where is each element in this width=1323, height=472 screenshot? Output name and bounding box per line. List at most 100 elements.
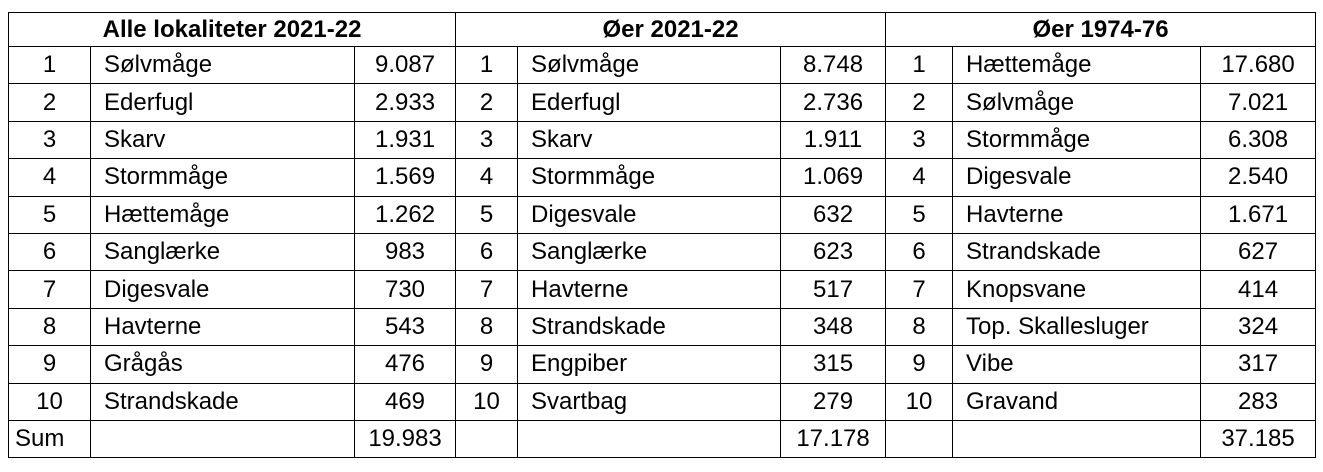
rank-cell: 4 (455, 158, 519, 197)
table-row: 8 Havterne 543 8 Strandskade 348 8 Top. Skalles… (8, 307, 1317, 347)
rank-cell: 3 (885, 120, 954, 160)
species-cell: Skarv (517, 120, 782, 160)
species-cell: Stormmåge (90, 158, 355, 197)
species-cell: Digesvale (517, 195, 782, 234)
count-cell: 2.736 (780, 83, 887, 122)
rank-cell: 7 (455, 270, 519, 309)
empty-cell (952, 419, 1202, 459)
header-row: Alle lokaliteter 2021-22 Øer 2021-22 Øer… (7, 12, 1317, 47)
species-cell: Sanglærke (90, 232, 355, 272)
species-cell: Engpiber (517, 345, 782, 384)
rank-cell: 2 (8, 83, 91, 122)
rank-cell: 6 (8, 232, 91, 272)
count-cell: 8.748 (780, 45, 887, 85)
rank-cell: 1 (885, 45, 954, 85)
species-cell: Skarv (90, 120, 355, 160)
species-cell: Grågås (90, 345, 355, 384)
empty-cell (517, 419, 782, 459)
rank-cell: 5 (8, 195, 91, 234)
count-cell: 9.087 (353, 45, 457, 85)
count-cell: 283 (1200, 382, 1317, 421)
rank-cell: 9 (455, 345, 519, 384)
count-cell: 517 (780, 270, 887, 309)
species-cell: Vibe (952, 345, 1202, 384)
count-cell: 317 (1200, 345, 1317, 384)
rank-cell: 7 (885, 270, 954, 309)
count-cell: 1.671 (1200, 195, 1317, 234)
species-cell: Havterne (517, 270, 782, 309)
species-cell: Ederfugl (90, 83, 355, 122)
rank-cell: 10 (8, 382, 91, 421)
table-row: 7 Digesvale 730 7 Havterne 517 7 Knopsvane 414 (8, 270, 1317, 309)
count-cell: 1.911 (780, 120, 887, 160)
table-row: 2 Ederfugl 2.933 2 Ederfugl 2.736 2 Sølvmåge 7.0… (8, 83, 1317, 122)
count-cell: 623 (780, 232, 887, 272)
count-cell: 476 (353, 345, 457, 384)
species-cell: Stormmåge (517, 158, 782, 197)
sum-value: 37.185 (1200, 419, 1317, 459)
empty-cell (90, 419, 355, 459)
rank-cell: 3 (455, 120, 519, 160)
table-row: 9 Grågås 476 9 Engpiber 315 9 Vibe 317 (8, 345, 1317, 384)
sum-value: 19.983 (353, 419, 457, 459)
sum-value: 17.178 (780, 419, 887, 459)
section-title-all-localities: Alle lokaliteter 2021-22 (7, 12, 457, 47)
table-container: Alle lokaliteter 2021-22 Øer 2021-22 Øer… (7, 12, 1317, 459)
rank-cell: 8 (885, 307, 954, 347)
table-row: 5 Hættemåge 1.262 5 Digesvale 632 5 Havterne 1.6… (8, 195, 1317, 234)
species-cell: Sølvmåge (90, 45, 355, 85)
count-cell: 730 (353, 270, 457, 309)
count-cell: 1.069 (780, 158, 887, 197)
table-row: 10 Strandskade 469 10 Svartbag 279 10 Gravand 28… (8, 382, 1317, 421)
count-cell: 983 (353, 232, 457, 272)
count-cell: 1.569 (353, 158, 457, 197)
count-cell: 324 (1200, 307, 1317, 347)
sum-row: Sum 19.983 17.178 37.185 (8, 419, 1317, 459)
rank-cell: 1 (8, 45, 91, 85)
rank-cell: 10 (455, 382, 519, 421)
species-cell: Stormmåge (952, 120, 1202, 160)
empty-cell (885, 419, 954, 459)
section-title-islands-2021: Øer 2021-22 (455, 12, 887, 47)
count-cell: 348 (780, 307, 887, 347)
count-cell: 6.308 (1200, 120, 1317, 160)
species-cell: Knopsvane (952, 270, 1202, 309)
count-cell: 2.540 (1200, 158, 1317, 197)
species-cell: Havterne (90, 307, 355, 347)
count-cell: 1.262 (353, 195, 457, 234)
species-cell: Strandskade (952, 232, 1202, 272)
rank-cell: 7 (8, 270, 91, 309)
species-cell: Digesvale (90, 270, 355, 309)
rank-cell: 8 (8, 307, 91, 347)
species-cell: Svartbag (517, 382, 782, 421)
count-cell: 315 (780, 345, 887, 384)
species-cell: Strandskade (90, 382, 355, 421)
count-cell: 543 (353, 307, 457, 347)
rank-cell: 6 (455, 232, 519, 272)
species-cell: Sanglærke (517, 232, 782, 272)
count-cell: 627 (1200, 232, 1317, 272)
count-cell: 7.021 (1200, 83, 1317, 122)
rank-cell: 9 (8, 345, 91, 384)
count-cell: 414 (1200, 270, 1317, 309)
species-cell: Hættemåge (90, 195, 355, 234)
table-row: 6 Sanglærke 983 6 Sanglærke 623 6 Strandskade 62… (8, 232, 1317, 272)
species-ranking-table: Alle lokaliteter 2021-22 Øer 2021-22 Øer… (7, 12, 1317, 459)
rank-cell: 5 (885, 195, 954, 234)
species-cell: Havterne (952, 195, 1202, 234)
rank-cell: 2 (455, 83, 519, 122)
count-cell: 2.933 (353, 83, 457, 122)
empty-cell (455, 419, 519, 459)
rank-cell: 6 (885, 232, 954, 272)
rank-cell: 3 (8, 120, 91, 160)
section-title-islands-1974: Øer 1974-76 (885, 12, 1317, 47)
rank-cell: 4 (8, 158, 91, 197)
species-cell: Sølvmåge (952, 83, 1202, 122)
sum-label: Sum (8, 419, 91, 459)
species-cell: Digesvale (952, 158, 1202, 197)
table-row: 1 Sølvmåge 9.087 1 Sølvmåge 8.748 1 Hættemåge 17… (8, 45, 1317, 85)
count-cell: 632 (780, 195, 887, 234)
species-cell: Strandskade (517, 307, 782, 347)
species-cell: Gravand (952, 382, 1202, 421)
rank-cell: 2 (885, 83, 954, 122)
